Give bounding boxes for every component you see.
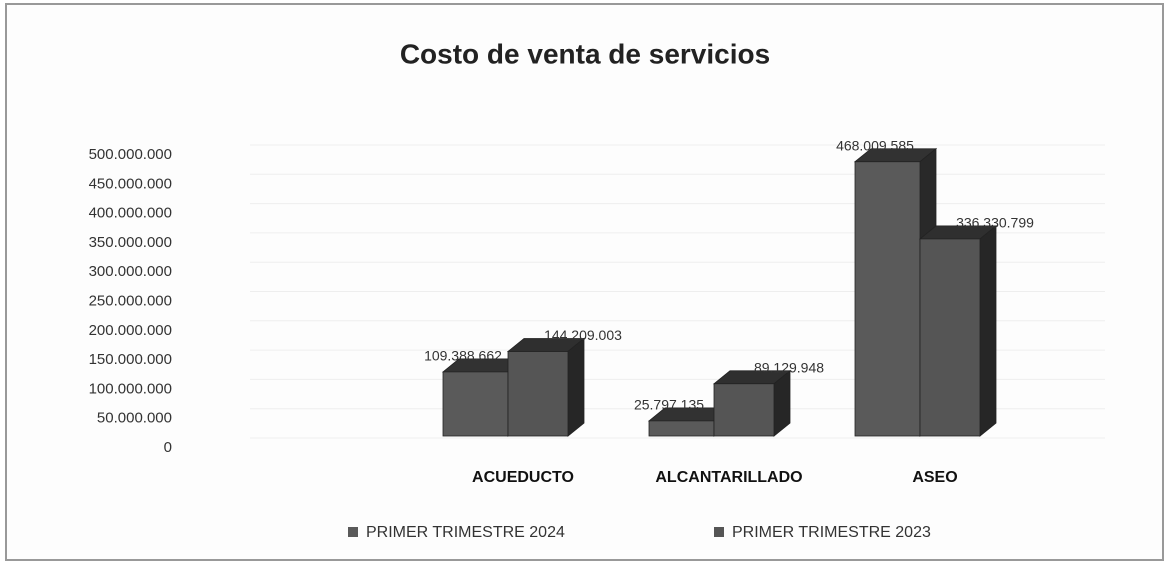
x-tick-label: ALCANTARILLADO — [655, 469, 802, 486]
y-tick-label: 300.000.000 — [89, 263, 172, 280]
data-label: 25.797.135 — [634, 397, 704, 413]
y-tick-label: 150.000.000 — [89, 351, 172, 368]
bar-face — [979, 225, 997, 437]
bar-face — [713, 383, 775, 437]
bar-face — [507, 351, 569, 437]
bar — [506, 337, 586, 437]
y-tick-label: 0 — [164, 439, 172, 456]
bar-face — [854, 161, 921, 437]
legend-swatch — [714, 527, 724, 537]
y-tick-label: 100.000.000 — [89, 380, 172, 397]
bar-face — [648, 420, 715, 437]
y-tick-label: 350.000.000 — [89, 234, 172, 251]
legend-label: PRIMER TRIMESTRE 2024 — [366, 524, 565, 541]
bar-face — [442, 371, 509, 437]
bar — [712, 369, 792, 437]
data-label: 468.009.585 — [836, 137, 914, 153]
data-label: 144.209.003 — [544, 327, 622, 343]
x-tick-label: ASEO — [912, 469, 957, 486]
data-label: 89.129.948 — [754, 359, 824, 375]
y-tick-label: 200.000.000 — [89, 322, 172, 339]
y-tick-label: 400.000.000 — [89, 205, 172, 222]
bar-face — [919, 238, 981, 437]
y-tick-label: 50.000.000 — [97, 410, 172, 427]
data-label: 336.330.799 — [956, 215, 1034, 231]
y-tick-label: 500.000.000 — [89, 146, 172, 163]
bar — [918, 225, 998, 437]
x-tick-label: ACUEDUCTO — [472, 469, 574, 486]
legend-label: PRIMER TRIMESTRE 2023 — [732, 524, 931, 541]
chart-title: Costo de venta de servicios — [400, 38, 770, 69]
bar-face — [567, 337, 585, 437]
legend-swatch — [348, 527, 358, 537]
data-label: 109.388.662 — [424, 348, 502, 364]
y-tick-label: 250.000.000 — [89, 292, 172, 309]
y-tick-label: 450.000.000 — [89, 175, 172, 192]
